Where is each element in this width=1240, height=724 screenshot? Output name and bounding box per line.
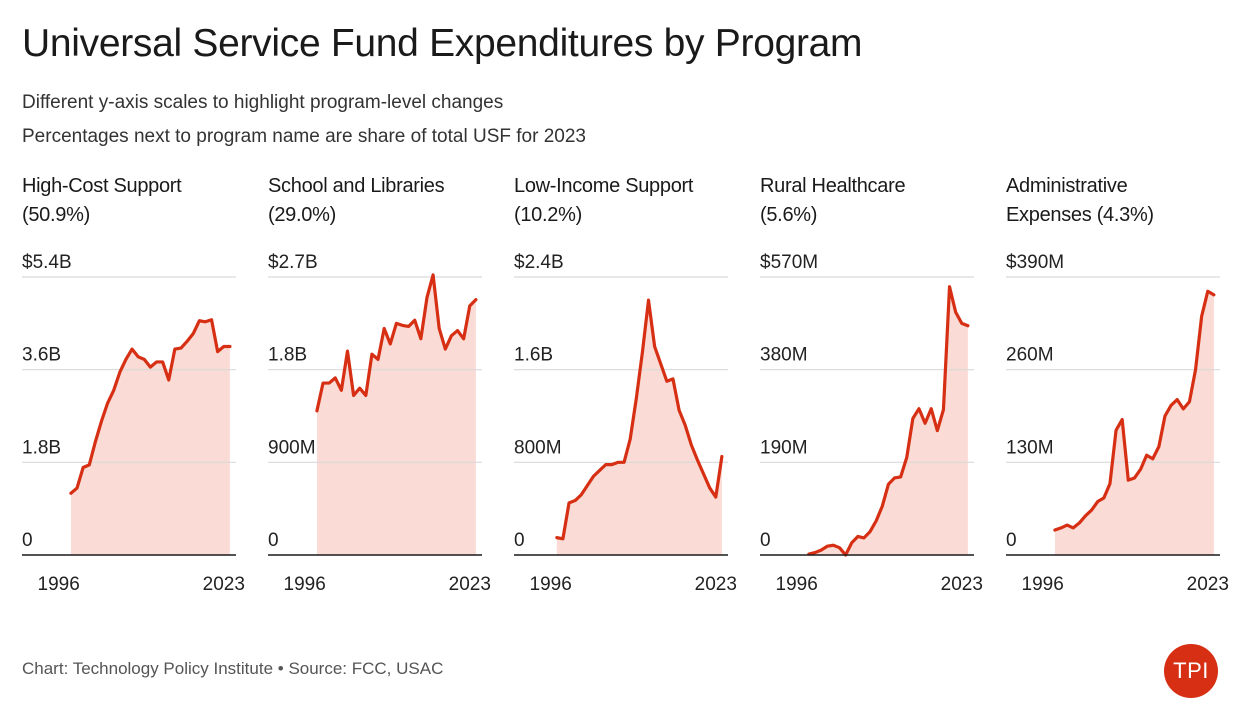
- y-tick-label: $5.4B: [22, 252, 72, 273]
- logo-text: TPI: [1173, 658, 1209, 683]
- y-tick-label: 130M: [1006, 437, 1054, 458]
- panel-rural-healthcare: Rural Healthcare (5.6%) 0 190M 380M $570M 19…: [760, 172, 983, 612]
- series-area: [316, 274, 476, 555]
- y-tick-label: $570M: [760, 252, 818, 273]
- y-tick-label: $390M: [1006, 252, 1064, 273]
- y-tick-label: 0: [514, 530, 525, 551]
- subtitle-line-1: Different y-axis scales to highlight pro…: [22, 92, 504, 113]
- y-tick-label: 260M: [1006, 345, 1054, 366]
- panel-title-line-2: (50.9%): [22, 204, 90, 226]
- y-tick-label: $2.7B: [268, 252, 318, 273]
- panel-low-income-support: Low-Income Support (10.2%) 0 800M 1.6B $2.4…: [514, 172, 737, 612]
- x-tick-label: 2023: [203, 574, 245, 595]
- chart-title: Universal Service Fund Expenditures by P…: [22, 22, 863, 65]
- x-tick-label: 2023: [695, 574, 737, 595]
- panel-chart-svg: 0 800M 1.6B $2.4B 1996 2023: [514, 252, 737, 595]
- x-tick-label: 2023: [449, 574, 491, 595]
- x-tick-label: 1996: [1022, 574, 1064, 595]
- x-tick-label: 1996: [530, 574, 572, 595]
- panel-title-line-2: (10.2%): [514, 204, 582, 226]
- y-tick-label: 190M: [760, 437, 808, 458]
- panel-title: Rural Healthcare (5.6%): [760, 172, 974, 230]
- panel-title: High-Cost Support (50.9%): [22, 172, 236, 230]
- series-line: [315, 273, 478, 413]
- y-tick-label: 3.6B: [22, 345, 61, 366]
- panel-title: Administrative Expenses (4.3%): [1006, 172, 1220, 230]
- series-area: [70, 319, 230, 555]
- panel-high-cost-support: High-Cost Support (50.9%) 0 1.8B 3.6B $5.4B…: [22, 172, 245, 612]
- subtitle-line-2: Percentages next to program name are sha…: [22, 126, 586, 147]
- y-tick-label: 1.8B: [268, 345, 307, 366]
- x-tick-label: 1996: [776, 574, 818, 595]
- series-line: [555, 298, 724, 541]
- tpi-logo: TPI: [1164, 644, 1218, 698]
- panel-title: School and Libraries (29.0%): [268, 172, 482, 230]
- source-credit: Chart: Technology Policy Institute • Sou…: [22, 659, 444, 678]
- panel-title-line-2: (29.0%): [268, 204, 336, 226]
- y-tick-label: 1.6B: [514, 345, 553, 366]
- y-tick-label: 380M: [760, 345, 808, 366]
- y-tick-label: 900M: [268, 437, 316, 458]
- panel-administrative-expenses: Administrative Expenses (4.3%) 0 130M 260M…: [1006, 172, 1229, 612]
- x-tick-label: 1996: [38, 574, 80, 595]
- panel-title-line-1: School and Libraries: [268, 175, 445, 197]
- panel-chart-svg: 0 190M 380M $570M 1996 2023: [760, 252, 983, 595]
- series-line: [1053, 289, 1216, 532]
- y-tick-label: 800M: [514, 437, 562, 458]
- panel-chart-svg: 0 900M 1.8B $2.7B 1996 2023: [268, 252, 491, 595]
- y-tick-label: 0: [22, 530, 33, 551]
- y-tick-label: 0: [268, 530, 279, 551]
- y-tick-label: 1.8B: [22, 437, 61, 458]
- panel-title-line-2: Expenses (4.3%): [1006, 204, 1154, 226]
- series-area: [556, 300, 722, 555]
- panel-chart-svg: 0 1.8B 3.6B $5.4B 1996 2023: [22, 252, 245, 595]
- panel-title-line-1: Rural Healthcare: [760, 175, 906, 197]
- panel-title-line-1: Low-Income Support: [514, 175, 694, 197]
- panel-title-line-1: Administrative: [1006, 175, 1128, 197]
- panel-school-and-libraries: School and Libraries (29.0%) 0 900M 1.8B $2…: [268, 172, 491, 612]
- x-tick-label: 2023: [941, 574, 983, 595]
- y-tick-label: $2.4B: [514, 252, 564, 273]
- panel-title: Low-Income Support (10.2%): [514, 172, 728, 230]
- series-area: [1054, 291, 1214, 555]
- series-line: [69, 318, 232, 495]
- series-area: [808, 286, 968, 555]
- y-tick-label: 0: [1006, 530, 1017, 551]
- panel-title-line-2: (5.6%): [760, 204, 818, 226]
- panel-title-line-1: High-Cost Support: [22, 175, 182, 197]
- series-line: [807, 285, 970, 557]
- panel-chart-svg: 0 130M 260M $390M 1996 2023: [1006, 252, 1229, 595]
- x-tick-label: 2023: [1187, 574, 1229, 595]
- y-tick-label: 0: [760, 530, 771, 551]
- x-tick-label: 1996: [284, 574, 326, 595]
